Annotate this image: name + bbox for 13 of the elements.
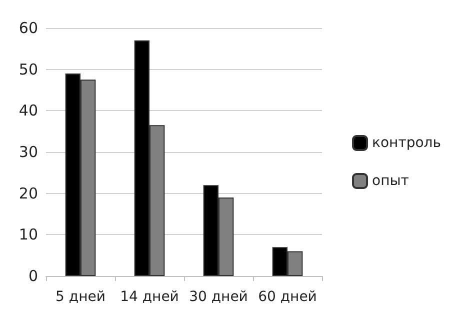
y-tick-label: 20 — [18, 184, 38, 202]
y-tick-label: 0 — [28, 267, 38, 285]
x-tick-label: 14 дней — [120, 289, 179, 305]
legend-label: контроль — [372, 135, 442, 151]
y-tick-label: 60 — [18, 19, 38, 37]
y-tick-label: 40 — [18, 102, 38, 120]
y-tick-label: 50 — [18, 60, 38, 78]
legend-label: опыт — [372, 173, 409, 189]
y-tick-label: 10 — [18, 226, 38, 244]
x-tick-label: 60 дней — [258, 289, 317, 305]
x-tick-label: 5 дней — [56, 289, 106, 305]
y-tick-label: 30 — [18, 143, 38, 161]
x-tick-label: 30 дней — [189, 289, 248, 305]
